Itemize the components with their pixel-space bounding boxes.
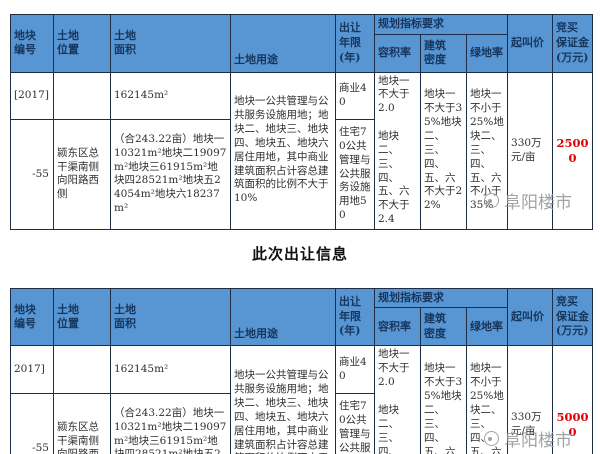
header-planning-requirements: 规划指标要求 — [373, 287, 509, 309]
cell-plot-number-top: 2017] — [10, 345, 54, 394]
cell-starting-price: 330万元/亩 — [507, 345, 554, 454]
cell-area-detail: （合243.22亩）地块一10321m²地块二19097m²地块三61915m²… — [110, 118, 231, 230]
cell-bid-deposit: 50000 — [552, 345, 594, 454]
header-building-density: 建筑 密度 — [420, 33, 467, 73]
header-bid-deposit: 竞买 保证金 (万元) — [552, 14, 594, 73]
cell-floor-area-ratio: 地块一不大于2.0 地块二、三、四、五、六不大于2.4 — [374, 345, 421, 454]
cell-term-residential: 住宅70公共管理与公共服务设施用地50 — [335, 392, 375, 454]
cell-bid-deposit: 25000 — [552, 71, 594, 230]
header-transfer-term: 出让 年限 (年) — [335, 287, 375, 347]
cell-location-empty — [53, 345, 111, 394]
cell-area-total: 162145m² — [110, 345, 231, 394]
cell-location-empty — [53, 71, 111, 120]
cell-land-usage: 地块一公共管理与公共服务设施用地；地块二、地块三、地块四、地块五、地块六居住用地… — [230, 345, 336, 454]
cell-starting-price: 330万元/亩 — [507, 71, 554, 230]
header-starting-price: 起叫价 — [507, 14, 554, 73]
cell-term-commercial: 商业40 — [335, 345, 375, 394]
cell-area-total: 162145m² — [110, 71, 231, 120]
header-land-location: 土地 位置 — [53, 14, 111, 73]
header-transfer-term: 出让 年限 (年) — [335, 14, 375, 73]
header-land-usage: 土地用途 — [230, 287, 336, 347]
cell-term-residential: 住宅70公共管理与公共服务设施用地50 — [335, 118, 375, 230]
cell-land-usage: 地块一公共管理与公共服务设施用地；地块二、地块三、地块四、地块五、地块六居住用地… — [230, 71, 336, 230]
cell-plot-number-bottom: -55 — [10, 118, 54, 230]
land-offer-table-2: 地块 编号 土地 位置 土地 面积 土地用途 出让 年限 (年) 规划指标要求 … — [10, 287, 594, 454]
cell-land-location: 颍东区总干渠南侧向阳路西侧 — [53, 118, 111, 230]
header-plot-number: 地块 编号 — [10, 287, 54, 347]
section-title: 此次出让信息 — [251, 244, 348, 263]
header-bid-deposit: 竞买 保证金 (万元) — [552, 287, 594, 347]
header-floor-area-ratio: 容积率 — [374, 33, 421, 73]
cell-term-commercial: 商业40 — [335, 71, 375, 120]
header-starting-price: 起叫价 — [507, 287, 554, 347]
land-offer-table-1: 地块 编号 土地 位置 土地 面积 土地用途 出让 年限 (年) 规划指标要求 … — [10, 14, 594, 230]
header-green-ratio: 绿地率 — [465, 33, 509, 73]
header-land-area: 土地 面积 — [110, 287, 231, 347]
cell-green-ratio: 地块一不小于25%地块二、三、四、五、六不小于35% — [465, 71, 509, 230]
header-plot-number: 地块 编号 — [10, 14, 54, 73]
cell-floor-area-ratio: 地块一不大于2.0 地块二、三、四、五、六不大于2.4 — [374, 71, 421, 230]
cell-plot-number-top: [2017] — [10, 71, 54, 120]
header-green-ratio: 绿地率 — [465, 307, 509, 347]
header-land-area: 土地 面积 — [110, 14, 231, 73]
header-land-usage: 土地用途 — [230, 14, 336, 73]
header-floor-area-ratio: 容积率 — [374, 307, 421, 347]
header-land-location: 土地 位置 — [53, 287, 111, 347]
cell-area-detail: （合243.22亩）地块一10321m²地块二19097m²地块三61915m²… — [110, 392, 231, 454]
cell-plot-number-bottom: -55 — [10, 392, 54, 454]
cell-building-density: 地块一不大于35%地块二、三、四、五、六不大于22% — [420, 71, 467, 230]
header-building-density: 建筑 密度 — [420, 307, 467, 347]
header-planning-requirements: 规划指标要求 — [373, 14, 509, 35]
cell-land-location: 颍东区总干渠南侧向阳路西侧 — [53, 392, 111, 454]
cell-green-ratio: 地块一不小于25%地块二、三、四、五、六不小于35% — [465, 345, 509, 454]
cell-building-density: 地块一不大于35%地块二、三、四、五、六不大于22% — [420, 345, 467, 454]
